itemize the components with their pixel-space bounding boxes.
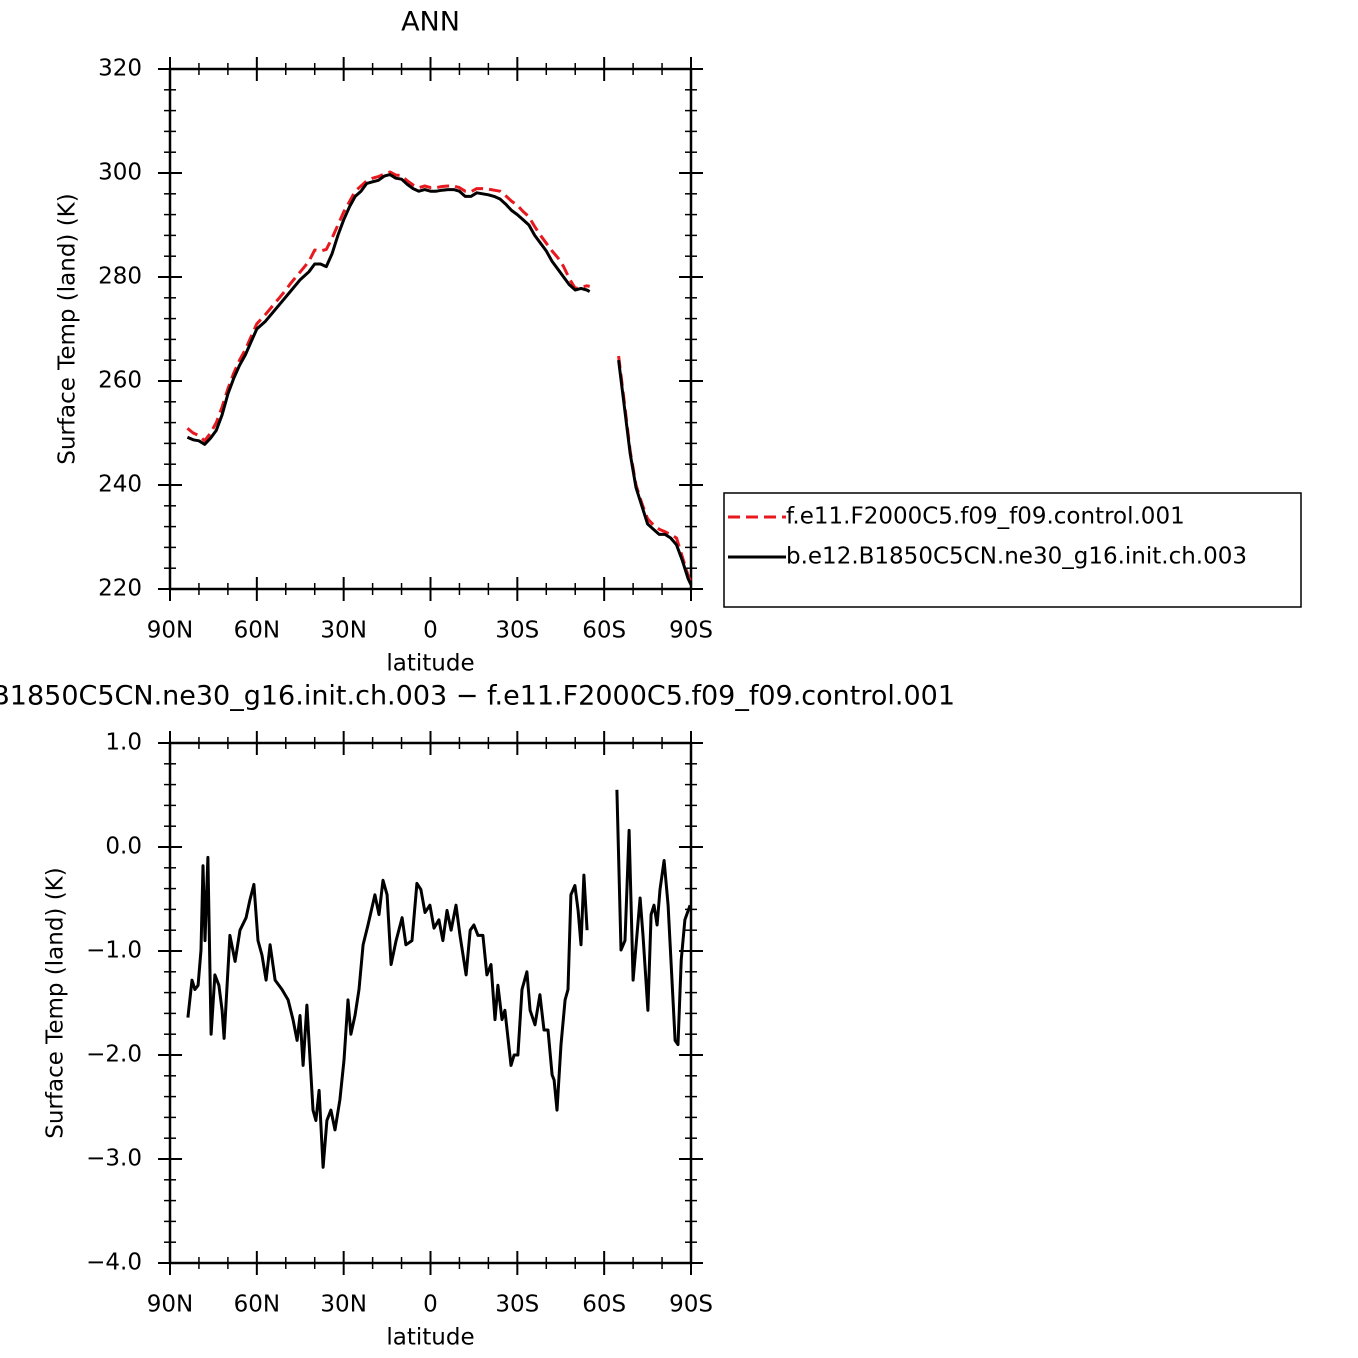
x-tick-label: 90S: [669, 1292, 713, 1318]
x-tick-label: 90N: [147, 1292, 193, 1318]
x-tick-label: 90N: [147, 618, 193, 644]
x-tick-label: 60S: [582, 618, 626, 644]
x-axis-label: latitude: [386, 651, 474, 677]
y-tick-label: 320: [98, 56, 142, 82]
series-line: [186, 173, 693, 586]
y-tick-label: −3.0: [86, 1146, 142, 1172]
x-tick-label: 0: [423, 1292, 438, 1318]
x-tick-label: 30N: [320, 1292, 366, 1318]
y-tick-label: 1.0: [105, 730, 142, 756]
y-tick-label: 240: [98, 472, 142, 498]
series-line: [186, 170, 693, 583]
x-tick-label: 60S: [582, 1292, 626, 1318]
y-tick-label: 0.0: [105, 834, 142, 860]
x-axis-label: latitude: [386, 1325, 474, 1351]
y-tick-label: −2.0: [86, 1042, 142, 1068]
y-tick-label: 300: [98, 160, 142, 186]
y-axis-label: Surface Temp (land) (K): [55, 193, 81, 465]
plot-frame: [168, 67, 693, 591]
x-tick-label: 60N: [234, 1292, 280, 1318]
legend-box: [723, 492, 1302, 608]
y-tick-label: 280: [98, 264, 142, 290]
series-line: [186, 789, 692, 1169]
plot-frame: [168, 741, 693, 1265]
x-tick-label: 30S: [495, 618, 539, 644]
chart-title: ANN: [401, 7, 460, 38]
legend-label: f.e11.F2000C5.f09_f09.control.001: [786, 504, 1185, 530]
y-tick-label: −4.0: [86, 1250, 142, 1276]
x-tick-label: 30S: [495, 1292, 539, 1318]
x-tick-label: 60N: [234, 618, 280, 644]
y-tick-label: −1.0: [86, 938, 142, 964]
chart-title: b.e12.B1850C5CN.ne30_g16.init.ch.003 − f…: [0, 681, 955, 712]
y-axis-label: Surface Temp (land) (K): [43, 867, 69, 1139]
x-tick-label: 90S: [669, 618, 713, 644]
x-tick-label: 0: [423, 618, 438, 644]
x-tick-label: 30N: [320, 618, 366, 644]
y-tick-label: 220: [98, 576, 142, 602]
legend-label: b.e12.B1850C5CN.ne30_g16.init.ch.003: [786, 544, 1247, 570]
y-tick-label: 260: [98, 368, 142, 394]
